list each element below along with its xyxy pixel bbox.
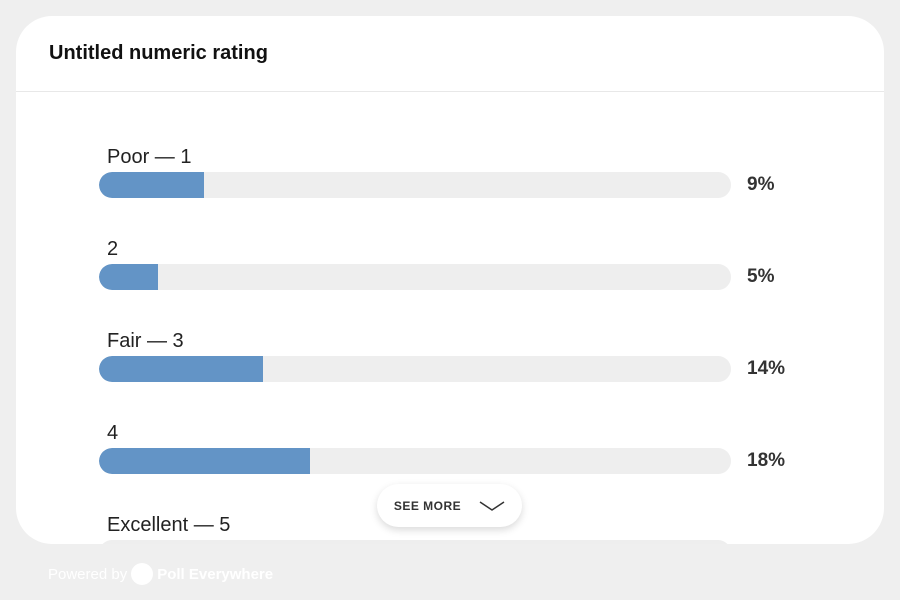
result-row: 4 18% [99, 422, 839, 514]
bar-fill [99, 356, 263, 382]
percent-label: 18% [747, 450, 786, 471]
percent-label: 9% [747, 174, 775, 195]
divider [16, 91, 884, 92]
bar-fill [99, 264, 158, 290]
option-label: Excellent — 5 [107, 514, 231, 536]
results-list: Poor — 1 9% 2 5% Fair — 3 14% 4 18% Excellen… [99, 146, 839, 544]
percent-label: 14% [747, 358, 786, 379]
result-row: Poor — 1 9% [99, 146, 839, 238]
powered-by-text: Powered by [48, 565, 128, 583]
percent-label: 5% [747, 266, 775, 287]
option-label: Poor — 1 [107, 146, 192, 168]
bar-fill [99, 448, 310, 474]
option-label: 4 [107, 422, 119, 444]
bar-track [99, 264, 731, 290]
poll-title: Untitled numeric rating [49, 42, 268, 64]
bar-fill [99, 172, 205, 198]
brand-link[interactable]: Poll Everywhere [157, 565, 274, 583]
see-more-label: SEE MORE [393, 498, 462, 513]
bar-track [99, 448, 731, 474]
bar-track [99, 356, 731, 382]
result-row: 2 5% [99, 238, 839, 330]
chevron-down-icon [479, 500, 505, 511]
option-label: Fair — 3 [107, 330, 184, 352]
option-label: 2 [107, 238, 119, 260]
footer: Powered by Poll Everywhere [48, 563, 273, 585]
bar-track [99, 172, 731, 198]
poll-card: Untitled numeric rating Poor — 1 9% 2 5% F… [16, 16, 884, 544]
result-row: Excellent — 5 [99, 514, 839, 544]
see-more-button[interactable]: SEE MORE [377, 484, 522, 527]
poll-everywhere-logo-icon [131, 563, 154, 585]
bar-track [99, 540, 731, 544]
result-row: Fair — 3 14% [99, 330, 839, 422]
